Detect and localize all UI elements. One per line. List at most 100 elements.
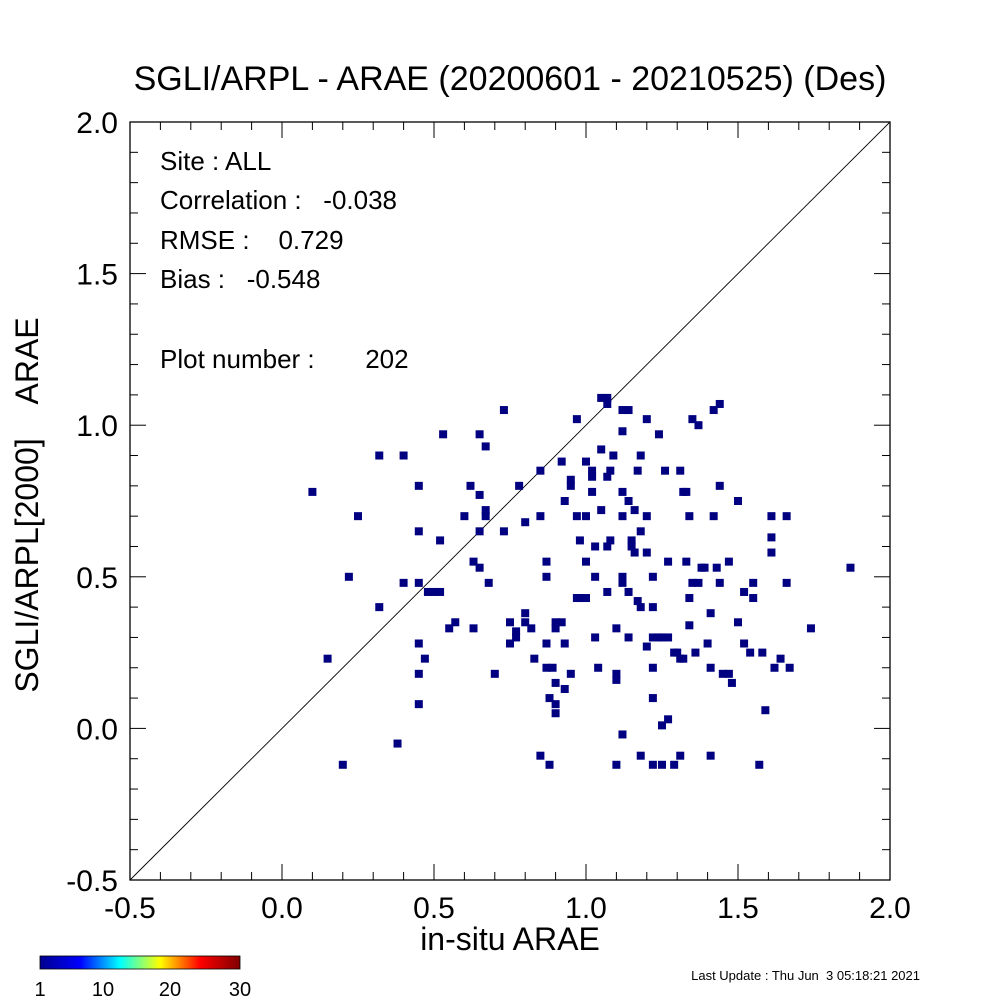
data-point (399, 451, 408, 460)
data-point (414, 481, 423, 490)
data-point (630, 506, 639, 515)
data-point (648, 603, 657, 612)
data-point (606, 466, 615, 475)
data-point (469, 624, 478, 633)
data-point (551, 709, 560, 718)
data-point (648, 760, 657, 769)
data-point (648, 572, 657, 581)
data-point (658, 633, 666, 642)
data-point (618, 572, 627, 581)
data-point (475, 563, 484, 572)
data-point (551, 700, 560, 709)
stats-block: Site : ALL Correlation : -0.038 RMSE : 0… (160, 146, 409, 374)
data-point (588, 466, 597, 475)
data-point (423, 587, 432, 596)
data-point (724, 669, 733, 678)
data-point (542, 663, 551, 672)
data-point (642, 642, 651, 651)
x-tick-label: -0.5 (104, 892, 156, 925)
data-point (642, 415, 651, 424)
data-point (475, 527, 484, 536)
data-point (414, 669, 423, 678)
data-point (545, 694, 554, 703)
data-point (715, 399, 724, 408)
data-point (548, 663, 557, 672)
data-point (451, 618, 460, 627)
last-update-text: Last Update : Thu Jun 3 05:18:21 2021 (691, 968, 920, 983)
plot-frame (129, 121, 891, 881)
data-point (536, 466, 545, 475)
data-point (715, 481, 724, 490)
x-tick-label: 2.0 (869, 892, 911, 925)
x-tick-labels: -0.5 0.0 0.5 1.0 1.5 2.0 (104, 892, 911, 925)
data-point (551, 618, 560, 627)
data-point (755, 760, 764, 769)
data-point (566, 669, 575, 678)
data-point (627, 542, 636, 551)
data-point (603, 399, 612, 408)
data-point (624, 497, 633, 505)
x-tick-label: 0.0 (261, 892, 303, 925)
data-point (706, 609, 715, 618)
data-point (344, 572, 353, 581)
data-point (749, 594, 758, 603)
data-point (475, 430, 484, 439)
data-point (636, 527, 645, 536)
data-point (512, 633, 521, 642)
data-point (618, 730, 627, 739)
data-point (575, 594, 584, 603)
colorbar-label: 30 (229, 979, 251, 1000)
data-point (664, 633, 673, 642)
data-point (506, 618, 514, 627)
stat-plot-number: Plot number : 202 (160, 344, 409, 374)
data-point (557, 618, 566, 627)
data-point (618, 578, 627, 587)
data-point (436, 587, 445, 596)
data-point (636, 751, 645, 760)
x-axis-label: in-situ ARAE (420, 921, 600, 957)
data-point (724, 557, 733, 566)
stat-correlation: Correlation : -0.038 (160, 185, 397, 215)
data-point (542, 639, 551, 648)
data-point (606, 536, 615, 545)
data-point (439, 430, 448, 439)
data-point (603, 393, 612, 402)
data-point (530, 654, 539, 663)
data-point (700, 563, 709, 572)
data-point (399, 578, 408, 587)
axis-ticks (129, 121, 891, 881)
colorbar-label: 20 (159, 979, 181, 1000)
data-point (466, 481, 475, 490)
stat-site: Site : ALL (160, 146, 271, 176)
data-point (709, 406, 718, 415)
data-point (727, 678, 736, 687)
data-point (588, 472, 597, 481)
data-point (636, 603, 645, 612)
plot-area (129, 121, 891, 881)
data-point (469, 557, 478, 566)
data-point (746, 648, 755, 657)
data-point (734, 497, 742, 505)
data-point (575, 536, 584, 545)
data-point (527, 624, 536, 633)
y-tick-label: 0.5 (76, 562, 118, 595)
data-point (758, 648, 767, 657)
data-point (661, 466, 670, 475)
colorbar-label: 10 (92, 979, 114, 1000)
data-point (664, 715, 673, 724)
data-point (499, 527, 508, 536)
data-point (591, 542, 600, 551)
data-point (308, 487, 317, 496)
data-point (624, 587, 633, 596)
x-tick-label: 1.5 (717, 892, 759, 925)
data-point (445, 624, 454, 633)
data-point (624, 406, 633, 415)
data-point (582, 594, 590, 603)
data-point (709, 512, 718, 521)
y-tick-label: 2.0 (76, 107, 118, 140)
data-point (582, 557, 590, 566)
data-point (618, 427, 627, 436)
data-point (670, 760, 679, 769)
data-point (648, 663, 657, 672)
